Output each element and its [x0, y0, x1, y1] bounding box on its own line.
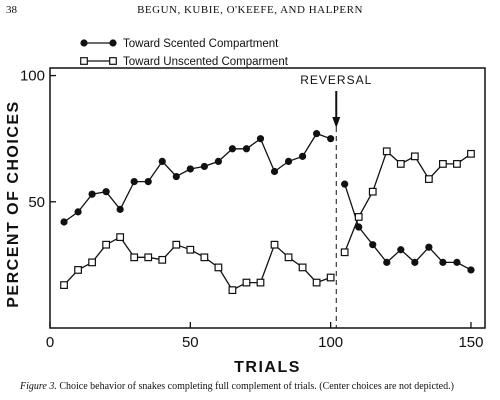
unscented-data-point	[270, 240, 279, 249]
legend-entry: Toward Scented Compartment	[123, 38, 279, 50]
unscented-data-point	[144, 253, 153, 262]
unscented-data-point	[354, 213, 363, 221]
unscented-data-point	[326, 273, 335, 282]
unscented-data-point	[284, 253, 293, 262]
scented-data-point	[270, 167, 279, 176]
legend-marker-open-square	[109, 57, 117, 65]
scented-data-point	[327, 135, 335, 143]
legend-entry: Toward Unscented Comparment	[123, 56, 289, 68]
y-axis-label: PERCENT OF CHOICES	[5, 100, 22, 307]
y-tick-label: 100	[20, 68, 45, 85]
scented-data-point	[214, 157, 222, 165]
caption-text: Choice behavior of snakes completing ful…	[59, 381, 454, 392]
scented-data-point	[158, 157, 166, 165]
unscented-data-point	[214, 263, 223, 272]
scented-data-point	[130, 177, 138, 186]
x-tick-label: 100	[318, 334, 343, 351]
scented-data-point	[355, 223, 363, 231]
scented-data-point	[102, 188, 110, 196]
scented-data-point	[116, 205, 124, 213]
scented-data-point	[144, 177, 152, 186]
unscented-data-point	[453, 160, 461, 168]
scented-data-point	[88, 190, 96, 198]
scented-data-point	[425, 243, 433, 251]
unscented-data-point	[200, 253, 209, 262]
legend-marker-filled-circle	[109, 39, 117, 47]
unscented-data-point	[186, 245, 195, 254]
unscented-data-point	[424, 175, 433, 183]
page-number: 38	[6, 4, 17, 16]
series-1-line-segment-1	[344, 150, 472, 253]
unscented-data-point	[312, 278, 321, 287]
unscented-data-point	[340, 248, 349, 257]
unscented-data-point	[410, 152, 419, 161]
unscented-data-point	[298, 263, 307, 272]
unscented-data-point	[172, 240, 181, 249]
unscented-data-point	[130, 253, 139, 262]
unscented-data-point	[74, 266, 82, 274]
unscented-data-point	[88, 258, 96, 267]
unscented-data-point	[228, 286, 237, 295]
unscented-data-point	[102, 240, 111, 249]
unscented-data-point	[158, 255, 167, 264]
scented-data-point	[383, 258, 391, 266]
reversal-label: REVERSAL	[300, 73, 372, 87]
scented-data-point	[284, 157, 293, 165]
scented-data-point	[242, 145, 251, 153]
scented-data-point	[397, 246, 405, 254]
scented-data-point	[369, 241, 377, 249]
scented-data-point	[228, 145, 237, 153]
scented-data-point	[453, 258, 461, 266]
unscented-data-point	[467, 149, 475, 158]
reversal-arrow-head	[332, 117, 341, 128]
scented-data-point	[341, 180, 349, 188]
plot-frame	[49, 67, 486, 329]
scented-data-point	[411, 258, 419, 266]
scented-data-point	[439, 258, 447, 266]
x-tick-label: 0	[46, 334, 54, 351]
x-tick-label: 150	[458, 334, 483, 351]
scented-data-point	[313, 130, 321, 138]
y-tick-label: 50	[28, 194, 45, 211]
scented-data-point	[186, 165, 194, 173]
unscented-data-point	[60, 281, 68, 289]
scented-data-point	[298, 152, 307, 160]
scented-data-point	[200, 162, 208, 171]
unscented-data-point	[256, 278, 265, 287]
series-0-line-segment-0	[63, 132, 331, 223]
legend-marker-filled-circle	[80, 39, 88, 47]
unscented-data-point	[439, 160, 447, 168]
running-head: 38 BEGUN, KUBIE, O'KEEFE, AND HALPERN	[0, 4, 500, 20]
figure-label: Figure 3.	[20, 381, 57, 392]
running-head-authors: BEGUN, KUBIE, O'KEEFE, AND HALPERN	[137, 4, 363, 16]
unscented-data-point	[396, 160, 405, 168]
scented-data-point	[172, 172, 180, 181]
series-0-line-segment-1	[344, 183, 472, 271]
unscented-data-point	[368, 187, 377, 196]
scented-data-point	[256, 135, 265, 143]
legend-marker-open-square	[80, 57, 88, 65]
unscented-data-point	[242, 278, 251, 287]
scented-data-point	[467, 266, 475, 274]
x-axis-label: TRIALS	[234, 359, 301, 376]
unscented-data-point	[116, 233, 125, 242]
figure-caption: Figure 3. Choice behavior of snakes comp…	[20, 381, 500, 392]
x-tick-label: 50	[182, 334, 199, 351]
unscented-data-point	[382, 147, 391, 156]
scented-data-point	[74, 208, 82, 216]
scented-data-point	[60, 218, 68, 226]
